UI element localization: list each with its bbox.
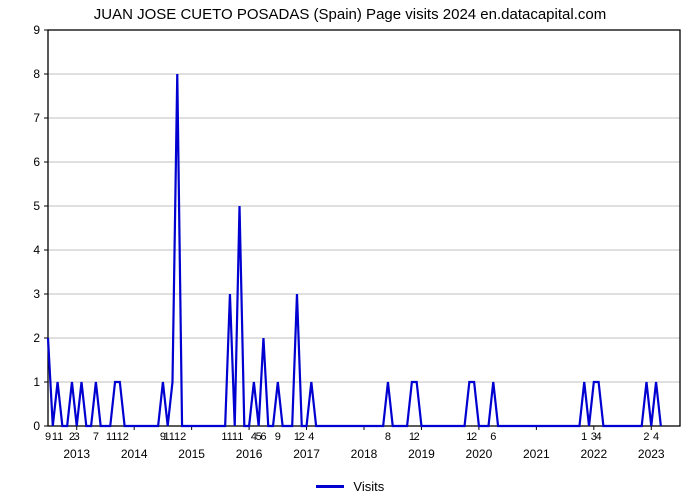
year-label: 2021 — [523, 447, 550, 461]
chart-svg: 0123456789911237111291112111145691248121… — [0, 0, 700, 500]
legend-label: Visits — [353, 479, 384, 494]
year-label: 2013 — [63, 447, 90, 461]
month-tick-label: 9 — [275, 431, 281, 443]
year-label: 2020 — [466, 447, 493, 461]
month-tick-label: 2 — [414, 431, 420, 443]
year-label: 2014 — [121, 447, 148, 461]
month-tick-label: 2 — [471, 431, 477, 443]
year-label: 2023 — [638, 447, 665, 461]
y-tick-label: 7 — [33, 111, 40, 125]
month-tick-label: 9 — [45, 431, 51, 443]
year-label: 2016 — [236, 447, 263, 461]
legend-swatch — [316, 485, 344, 488]
month-tick-label: 7 — [93, 431, 99, 443]
month-tick-label: 8 — [385, 431, 391, 443]
month-tick-label: 11 — [52, 431, 63, 443]
month-tick-label: 6 — [490, 431, 496, 443]
chart-container: JUAN JOSE CUETO POSADAS (Spain) Page vis… — [0, 0, 700, 500]
y-tick-label: 6 — [33, 155, 40, 169]
year-label: 2017 — [293, 447, 320, 461]
y-tick-label: 1 — [33, 375, 40, 389]
y-tick-label: 0 — [33, 419, 40, 433]
month-tick-label: 6 — [260, 431, 266, 443]
month-tick-label: 1112 — [163, 431, 186, 443]
month-tick-label: 2 — [299, 431, 305, 443]
legend: Visits — [0, 478, 700, 494]
y-tick-label: 5 — [33, 199, 40, 213]
year-label: 2018 — [351, 447, 378, 461]
month-tick-label: 3 — [74, 431, 80, 443]
month-tick-label: 4 — [308, 431, 314, 443]
month-tick-label: 1 — [581, 431, 587, 443]
month-tick-label: 2 — [643, 431, 649, 443]
y-tick-label: 2 — [33, 331, 40, 345]
year-label: 2015 — [178, 447, 205, 461]
month-tick-label: 1111 — [221, 431, 243, 443]
month-tick-label: 4 — [596, 431, 602, 443]
month-tick-label: 4 — [653, 431, 659, 443]
year-label: 2022 — [580, 447, 607, 461]
y-tick-label: 3 — [33, 287, 40, 301]
y-tick-label: 8 — [33, 67, 40, 81]
month-tick-label: 1112 — [106, 431, 129, 443]
axes-frame — [48, 30, 680, 426]
y-tick-label: 4 — [33, 243, 40, 257]
y-tick-label: 9 — [33, 23, 40, 37]
year-label: 2019 — [408, 447, 435, 461]
